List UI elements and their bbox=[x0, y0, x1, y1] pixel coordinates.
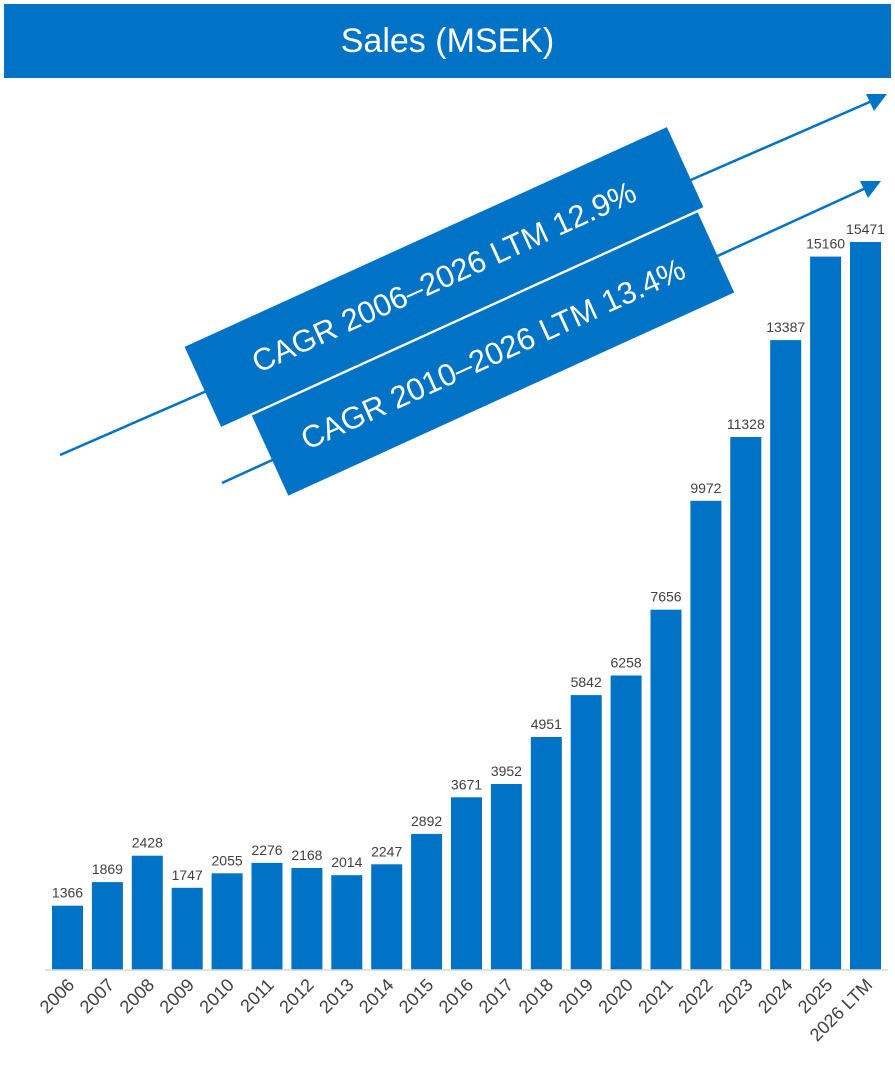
data-label-2006: 1366 bbox=[52, 885, 83, 901]
bar-2007 bbox=[91, 882, 123, 970]
bar-2011 bbox=[251, 862, 283, 970]
cagr-arrow-2010-head bbox=[860, 181, 881, 198]
x-tick-label-2012: 2012 bbox=[275, 975, 317, 1017]
bar-2017 bbox=[490, 784, 522, 970]
x-tick-label-2021: 2021 bbox=[634, 975, 676, 1017]
data-label-2014: 2247 bbox=[371, 843, 402, 859]
data-label-2020: 6258 bbox=[611, 655, 642, 671]
x-tick-label-2023: 2023 bbox=[714, 975, 756, 1017]
data-label-2021: 7656 bbox=[650, 589, 681, 605]
bar-2022 bbox=[690, 500, 722, 970]
x-tick-label-2010: 2010 bbox=[195, 975, 237, 1017]
data-label-2011: 2276 bbox=[251, 842, 282, 858]
x-tick-label-2020: 2020 bbox=[594, 975, 636, 1017]
x-tick-label-2013: 2013 bbox=[315, 975, 357, 1017]
bar-2020 bbox=[610, 675, 642, 970]
x-tick-labels-layer: 2006200720082009201020112012201320142015… bbox=[36, 975, 876, 1046]
bar-2013 bbox=[331, 875, 363, 970]
bar-2021 bbox=[650, 609, 682, 970]
x-tick-label-2015: 2015 bbox=[395, 975, 437, 1017]
bar-2006 bbox=[52, 905, 83, 970]
data-label-2018: 4951 bbox=[531, 716, 562, 732]
x-tick-label-2014: 2014 bbox=[355, 975, 397, 1017]
data-label-2010: 2055 bbox=[212, 852, 243, 868]
cagr-arrow-2006-head bbox=[866, 94, 887, 111]
bar-2024 bbox=[770, 340, 802, 971]
data-labels-layer: 1366 1869 2428 1747 2055 2276 2168 2014 2247 2892… bbox=[52, 221, 885, 901]
bar-2025 bbox=[810, 256, 842, 971]
bar-2023 bbox=[730, 437, 762, 970]
x-tick-label-2017: 2017 bbox=[475, 975, 517, 1017]
bar-2026-ltm bbox=[850, 242, 881, 970]
x-tick-label-2024: 2024 bbox=[754, 975, 796, 1017]
data-label-2024: 13387 bbox=[766, 319, 805, 335]
data-label-2015: 2892 bbox=[411, 813, 442, 829]
data-label-2016: 3671 bbox=[451, 776, 482, 792]
bar-2014 bbox=[371, 864, 403, 970]
x-tick-label-2019: 2019 bbox=[555, 975, 597, 1017]
data-label-2019: 5842 bbox=[571, 674, 602, 690]
data-label-2009: 1747 bbox=[172, 867, 203, 883]
bar-2010 bbox=[211, 873, 243, 970]
x-tick-label-2022: 2022 bbox=[674, 975, 716, 1017]
cagr-box-2006-bg bbox=[184, 127, 704, 427]
bar-2016 bbox=[451, 797, 482, 970]
data-label-2023: 11328 bbox=[727, 416, 765, 432]
chart-title: Sales (MSEK) bbox=[4, 4, 891, 78]
bar-2015 bbox=[411, 833, 443, 970]
x-tick-label-2018: 2018 bbox=[515, 975, 557, 1017]
x-tick-label-2008: 2008 bbox=[116, 975, 158, 1017]
x-tick-label-2009: 2009 bbox=[156, 975, 198, 1017]
data-label-2013: 2014 bbox=[331, 854, 362, 870]
x-tick-label-2006: 2006 bbox=[36, 975, 78, 1017]
x-tick-label-2007: 2007 bbox=[76, 975, 118, 1017]
data-label-2025: 15160 bbox=[806, 236, 845, 252]
x-tick-label-2011: 2011 bbox=[236, 975, 278, 1017]
bar-2012 bbox=[291, 868, 323, 970]
bar-2019 bbox=[570, 695, 602, 970]
data-label-2026-ltm: 15471 bbox=[846, 221, 885, 237]
bar-2009 bbox=[171, 887, 203, 970]
cagr-box-2010-bg bbox=[251, 212, 735, 496]
bar-2018 bbox=[530, 737, 562, 970]
data-label-2008: 2428 bbox=[132, 835, 163, 851]
data-label-2012: 2168 bbox=[291, 847, 322, 863]
x-tick-label-2016: 2016 bbox=[435, 975, 477, 1017]
data-label-2022: 9972 bbox=[690, 480, 721, 496]
bars-layer bbox=[52, 242, 881, 971]
data-label-2007: 1869 bbox=[92, 861, 123, 877]
bar-2008 bbox=[131, 855, 163, 970]
data-label-2017: 3952 bbox=[491, 763, 522, 779]
